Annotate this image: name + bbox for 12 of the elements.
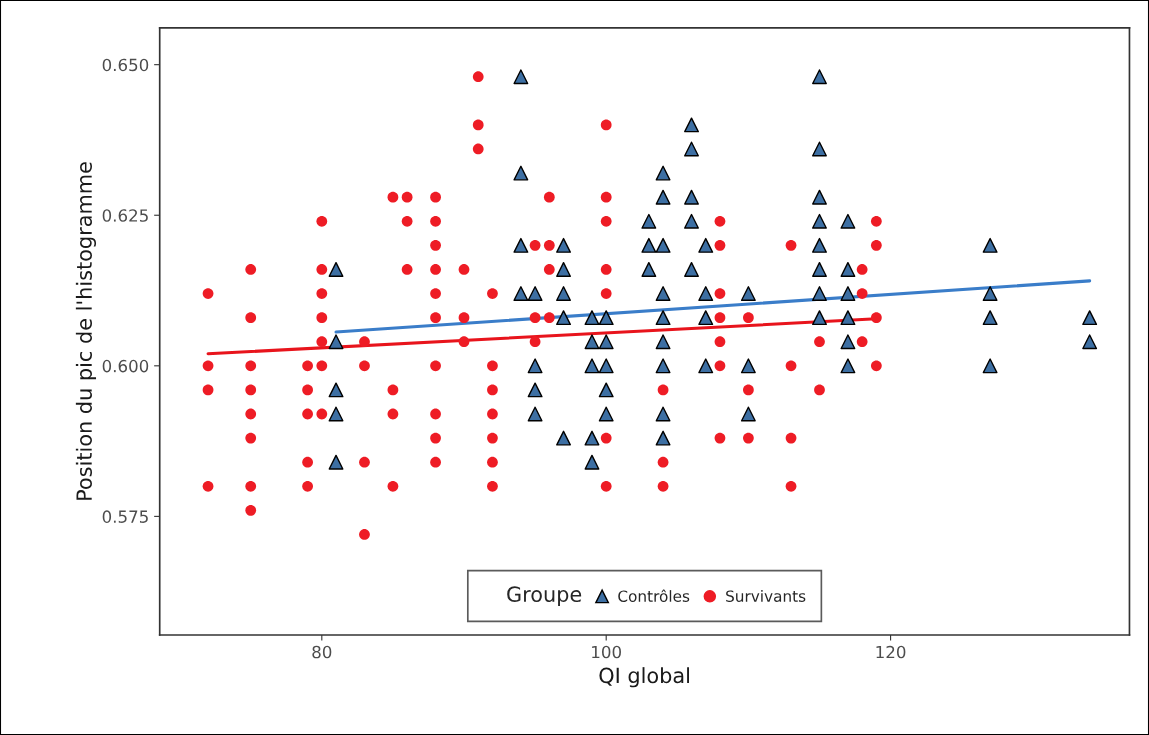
y-tick-label: 0.625: [102, 209, 148, 222]
y-tick-label: 0.575: [102, 510, 148, 523]
x-axis-title: QI global: [599, 667, 689, 688]
legend-label: Survivants: [726, 590, 806, 602]
y-axis-title: Position du pic de l'histogramme: [75, 162, 97, 500]
x-tick-label: 100: [592, 645, 621, 659]
x-tick-label: 80: [312, 645, 332, 659]
legend-title: Groupe: [507, 586, 582, 607]
y-tick-label: 0.650: [102, 58, 149, 72]
x-tick-label: 120: [876, 645, 906, 659]
legend-label: Contrôles: [618, 589, 690, 602]
y-tick-label: 0.600: [102, 359, 149, 373]
